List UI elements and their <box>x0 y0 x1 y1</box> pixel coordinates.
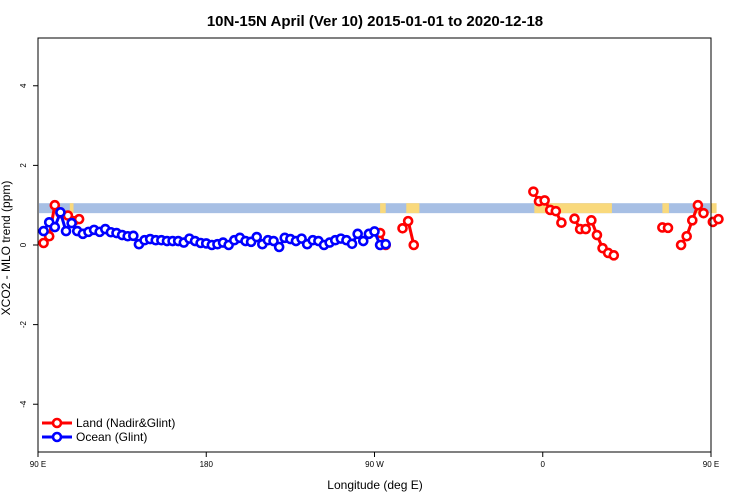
land-point <box>675 239 687 251</box>
land-point <box>662 222 674 234</box>
ocean-point <box>251 231 263 243</box>
chart-title: 10N-15N April (Ver 10) 2015-01-01 to 202… <box>207 13 543 30</box>
ocean-point <box>268 235 279 247</box>
land-point <box>550 205 562 217</box>
ocean-point <box>380 238 392 250</box>
land-point <box>38 237 49 249</box>
x-axis-label: Longitude (deg E) <box>327 478 422 492</box>
series-layer <box>38 186 724 261</box>
land-point <box>539 195 550 206</box>
ocean-point <box>128 230 139 242</box>
ocean-point <box>66 217 77 229</box>
y-tick-label: 2 <box>19 163 28 168</box>
y-axis-label: XCO2 - MLO trend (ppm) <box>0 181 13 316</box>
x-tick-label: 90 W <box>365 460 384 469</box>
legend-ocean-label: Ocean (Glint) <box>76 430 147 444</box>
y-tick-label: 0 <box>19 242 28 247</box>
legend-land-label: Land (Nadir&Glint) <box>76 416 175 430</box>
land-point <box>687 215 698 226</box>
land-point <box>713 213 724 225</box>
y-tick-label: 4 <box>19 83 28 88</box>
x-tick-label: 90 E <box>30 460 46 469</box>
land-point <box>608 250 620 261</box>
land-band-segment <box>662 203 669 214</box>
land-ocean-band <box>39 203 717 214</box>
land-band-segment <box>69 203 74 214</box>
x-tick-label: 0 <box>541 460 546 469</box>
ocean-point <box>49 221 61 233</box>
ocean-band <box>39 203 710 214</box>
land-point <box>681 230 692 242</box>
legend-land-marker <box>51 417 63 429</box>
land-point <box>49 199 61 211</box>
land-point <box>397 222 408 234</box>
land-band-segment <box>380 203 386 214</box>
land-point <box>591 229 603 241</box>
plot-frame <box>37 37 712 453</box>
ocean-point <box>352 228 363 240</box>
land-band-segment <box>406 203 420 214</box>
ocean-point <box>357 235 369 247</box>
land-point <box>556 217 567 229</box>
land-band-segment <box>711 203 717 214</box>
x-tick-label: 180 <box>200 460 214 469</box>
legend-ocean-marker <box>51 431 63 443</box>
land-point <box>698 207 709 219</box>
ocean-point <box>273 241 285 253</box>
land-point <box>692 199 704 211</box>
land-point <box>408 239 420 251</box>
y-tick-label: -2 <box>19 321 28 329</box>
ocean-point <box>346 238 358 250</box>
axis-ticks: 90 E 180 90 W 0 90 E -4 -2 0 2 4 <box>19 83 719 469</box>
land-band-segment <box>534 203 612 214</box>
legend: Land (Nadir&Glint) Ocean (Glint) <box>42 416 175 444</box>
land-point <box>586 215 597 226</box>
land-point <box>569 213 580 225</box>
land-point <box>528 186 539 197</box>
ocean-point <box>60 225 72 237</box>
y-tick-label: -4 <box>19 400 28 408</box>
ocean-point <box>55 207 66 218</box>
land-point <box>402 215 414 227</box>
ocean-point <box>38 225 49 237</box>
ocean-point <box>369 226 380 237</box>
land-point <box>580 223 592 235</box>
x-tick-label: 90 E <box>703 460 719 469</box>
